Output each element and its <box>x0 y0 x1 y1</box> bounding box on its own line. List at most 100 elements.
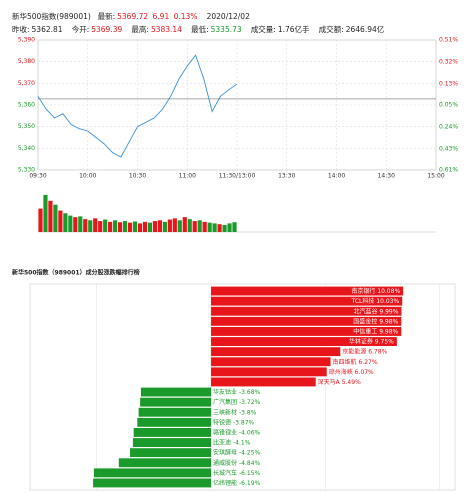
bar <box>133 428 212 437</box>
y2-tick-label: 0.32% <box>439 59 458 66</box>
y-tick-label: 5,380 <box>18 58 35 65</box>
label: 最新: <box>97 12 116 21</box>
volume-bar <box>187 219 192 232</box>
volume-bar <box>113 220 118 232</box>
bar <box>130 448 212 458</box>
bar-label: 北汽蓝谷 9.99% <box>353 307 398 315</box>
bar-label: 长城汽车 -6.15% <box>213 468 260 476</box>
volume-bar <box>142 221 148 232</box>
bar-label: 特锐德 -3.87% <box>213 418 254 426</box>
y2-tick-label: 0.05% <box>439 102 458 109</box>
bar <box>140 397 212 407</box>
category-name: 三峡新材 <box>213 408 237 416</box>
volume-bar <box>152 221 157 232</box>
bar <box>211 377 316 387</box>
category-name: 赣锋锂业 <box>213 428 237 436</box>
chart-title: 新华500指数（989001）成分股涨跌幅排行榜 <box>12 269 140 277</box>
value-label: -4.84% <box>239 459 261 466</box>
volume-bar <box>182 217 187 232</box>
volume-bar <box>207 222 212 232</box>
category-name: 中信重工 <box>353 327 377 335</box>
category-name: 比亚迪 <box>213 438 231 446</box>
category-name: 广汽集团 <box>213 398 237 406</box>
volume-bar <box>147 222 153 232</box>
date: 2020/12/02 <box>206 12 250 21</box>
volume-bar <box>197 220 202 232</box>
category-name: TCL科技 <box>351 297 375 305</box>
y-tick-label: 5,340 <box>18 145 35 152</box>
category-name: 特锐德 <box>213 418 231 426</box>
volume-bar <box>122 221 128 232</box>
y2-tick-label: 0.13% <box>439 81 458 88</box>
bar-label: 通威股份 -4.84% <box>213 458 260 466</box>
x-tick-label: 13:30 <box>278 173 295 180</box>
category-name: 深天马A <box>318 377 341 385</box>
category-name: 华林证券 <box>349 337 373 345</box>
bar <box>93 478 212 488</box>
bar <box>93 468 212 478</box>
category-name: 亿纬锂能 <box>213 478 237 486</box>
volume-bar <box>162 221 167 232</box>
bar-label: 华林证券 9.75% <box>349 337 394 345</box>
bar <box>211 306 402 316</box>
category-name: 安琪酵母 <box>213 448 237 456</box>
bar-label: 深天马A 5.49% <box>318 377 361 385</box>
volume: 1.76亿手 <box>277 25 310 34</box>
bar-label: 赣锋锂业 -4.06% <box>213 428 260 436</box>
value-label: 6.78% <box>368 348 387 355</box>
y2-tick-label: 0.51% <box>439 37 458 44</box>
label: 最高: <box>131 25 149 34</box>
category-name: 北汽蓝谷 <box>353 307 377 315</box>
bar-label: 琼州海峡 6.07% <box>329 367 374 375</box>
x-tick-label: 10:30 <box>129 173 146 180</box>
change: 6.91 <box>152 12 170 21</box>
volume-bar <box>157 220 162 232</box>
volume-bar <box>217 224 222 232</box>
bar <box>132 438 212 447</box>
latest: 5369.72 <box>117 12 149 21</box>
volume-bar <box>73 217 78 232</box>
value-label: -6.19% <box>239 479 261 486</box>
volume-bar <box>137 223 143 232</box>
volume-bar <box>58 210 63 232</box>
high: 5383.14 <box>150 25 182 34</box>
bar <box>140 387 212 397</box>
index-name: 新华500指数(989001) <box>12 12 91 21</box>
header-row: 新华500指数(989001) 最新: 5369.72 6.91 0.13% 20… <box>12 10 386 23</box>
value-label: 10.03% <box>376 298 399 305</box>
price-line <box>37 54 238 158</box>
volume-bar <box>202 221 207 232</box>
volume-bar <box>38 208 43 232</box>
value-label: -3.68% <box>239 389 261 396</box>
y2-tick-label: 0.43% <box>439 146 458 153</box>
y-tick-label: 5,390 <box>18 37 35 44</box>
bar <box>211 327 402 336</box>
x-tick-label: 09:30 <box>29 173 46 180</box>
volume-bar <box>48 200 53 232</box>
bar-label: 京能能源 6.78% <box>342 347 387 355</box>
volume-bar <box>68 215 73 232</box>
x-tick-label: 14:00 <box>328 173 345 180</box>
category-name: 长城汽车 <box>213 468 237 476</box>
value-label: 6.27% <box>358 358 377 365</box>
value-label: -4.1% <box>233 439 251 446</box>
volume-bar <box>83 219 88 232</box>
volume-bar <box>63 213 68 232</box>
bar-label: TCL科技 10.03% <box>351 297 400 305</box>
value-label: 9.98% <box>379 328 398 335</box>
y2-tick-label: 0.24% <box>439 124 458 131</box>
value-label: 5.49% <box>342 378 361 385</box>
volume-bar <box>177 220 182 232</box>
value-label: -3.87% <box>233 419 255 426</box>
volume-bar <box>222 224 227 232</box>
volume-bar <box>127 222 133 232</box>
category-name: 华友钴业 <box>213 388 237 396</box>
bar <box>118 458 212 468</box>
bar-label: 广汽集团 -3.72% <box>213 398 260 406</box>
y2-tick-label: 0.61% <box>439 167 458 174</box>
y-tick-label: 5,360 <box>18 102 35 109</box>
y-tick-label: 5,350 <box>18 123 35 130</box>
plot-frame <box>29 283 456 491</box>
bar <box>211 316 402 326</box>
